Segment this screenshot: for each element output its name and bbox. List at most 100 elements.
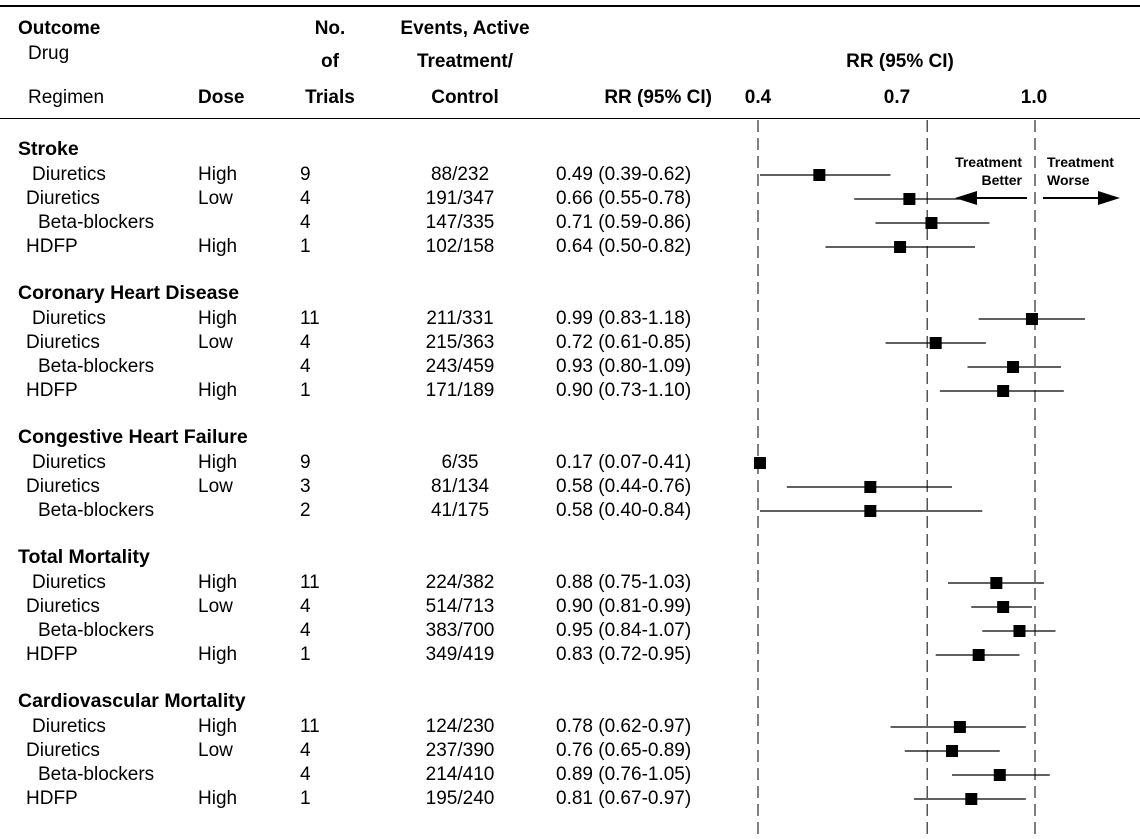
- row-drug: Diuretics: [26, 188, 100, 209]
- header-dose: Dose: [198, 87, 245, 108]
- row-trials: 1: [300, 236, 311, 257]
- row-rr-text: 0.17 (0.07-0.41): [556, 452, 692, 473]
- row-dose: High: [198, 308, 238, 329]
- row-drug: Diuretics: [32, 716, 106, 737]
- row-events: 88/232: [430, 164, 490, 185]
- point-estimate-marker: [894, 241, 907, 253]
- group-title: Cardiovascular Mortality: [18, 690, 246, 712]
- row-drug: Diuretics: [26, 740, 100, 761]
- point-estimate-marker: [1007, 361, 1020, 373]
- row-rr-text: 0.49 (0.39-0.62): [556, 164, 692, 185]
- row-drug: Beta-blockers: [38, 212, 155, 233]
- row-dose: Low: [198, 476, 233, 497]
- row-rr-text: 0.93 (0.80-1.09): [556, 356, 692, 377]
- row-events: 191/347: [425, 188, 495, 209]
- tick-label-1-0: 1.0: [1020, 87, 1048, 108]
- row-drug: Diuretics: [32, 164, 106, 185]
- group-title: Total Mortality: [18, 546, 150, 568]
- row-events: 211/331: [426, 308, 494, 329]
- group-title: Stroke: [18, 138, 79, 160]
- row-drug: Beta-blockers: [38, 620, 155, 641]
- row-events: 383/700: [425, 620, 495, 641]
- row-drug: HDFP: [26, 380, 78, 401]
- row-trials: 11: [300, 716, 320, 737]
- row-rr-text: 0.58 (0.44-0.76): [556, 476, 692, 497]
- row-dose: Low: [198, 188, 233, 209]
- row-dose: High: [198, 644, 238, 665]
- row-dose: Low: [198, 596, 233, 617]
- row-events: 6/35: [441, 452, 479, 473]
- header-rule: [0, 118, 1140, 119]
- direction-annotation: Treatment Better Treatment Worse: [955, 154, 1120, 205]
- row-dose: High: [198, 164, 238, 185]
- point-estimate-marker: [864, 481, 877, 493]
- row-trials: 1: [300, 788, 311, 809]
- header-no: No.: [314, 18, 346, 39]
- row-events: 243/459: [425, 356, 495, 377]
- group-title: Coronary Heart Disease: [18, 282, 240, 304]
- row-events: 102/158: [425, 236, 495, 257]
- row-trials: 4: [300, 188, 311, 209]
- point-estimate-marker: [754, 457, 766, 469]
- row-trials: 4: [300, 212, 311, 233]
- row-rr-text: 0.81 (0.67-0.97): [556, 788, 692, 809]
- row-trials: 1: [300, 644, 311, 665]
- row-dose: High: [198, 452, 238, 473]
- row-dose: High: [198, 572, 238, 593]
- better-label-line1: Treatment: [955, 154, 1022, 170]
- row-trials: 4: [300, 620, 311, 641]
- point-estimate-marker: [953, 721, 966, 733]
- row-trials: 11: [300, 308, 320, 329]
- row-trials: 11: [300, 572, 320, 593]
- row-rr-text: 0.90 (0.81-0.99): [556, 596, 692, 617]
- tick-label-0-7: 0.7: [883, 87, 911, 108]
- row-trials: 9: [300, 452, 311, 473]
- worse-label-line1: Treatment: [1047, 154, 1114, 170]
- better-label-line2: Better: [982, 172, 1023, 188]
- row-drug: HDFP: [26, 788, 78, 809]
- point-estimate-marker: [946, 745, 959, 757]
- row-events: 215/363: [425, 332, 495, 353]
- group-title: Congestive Heart Failure: [18, 426, 248, 448]
- point-estimate-marker: [929, 337, 942, 349]
- point-estimate-marker: [993, 769, 1006, 781]
- row-drug: Diuretics: [32, 308, 106, 329]
- row-drug: Diuretics: [26, 476, 100, 497]
- row-drug: Beta-blockers: [38, 356, 155, 377]
- tick-label-0-4: 0.4: [744, 87, 772, 108]
- row-events: 124/230: [425, 716, 495, 737]
- row-trials: 4: [300, 332, 311, 353]
- row-events: 147/335: [425, 212, 495, 233]
- row-events: 214/410: [425, 764, 495, 785]
- row-dose: High: [198, 236, 238, 257]
- better-arrow-head: [955, 191, 977, 205]
- row-drug: Diuretics: [32, 452, 106, 473]
- row-events: 41/175: [430, 500, 490, 521]
- point-estimate-marker: [1013, 625, 1026, 637]
- header-regimen: Regimen: [28, 87, 105, 108]
- row-rr-text: 0.90 (0.73-1.10): [556, 380, 692, 401]
- worse-arrow-head: [1098, 191, 1120, 205]
- worse-label-line2: Worse: [1047, 172, 1090, 188]
- point-estimate-marker: [925, 217, 938, 229]
- point-estimate-marker: [990, 577, 1003, 589]
- row-trials: 9: [300, 164, 311, 185]
- row-drug: HDFP: [26, 644, 78, 665]
- point-estimate-marker: [972, 649, 985, 661]
- row-rr-text: 0.78 (0.62-0.97): [556, 716, 692, 737]
- row-rr-text: 0.72 (0.61-0.85): [556, 332, 692, 353]
- row-rr-text: 0.95 (0.84-1.07): [556, 620, 692, 641]
- row-events: 224/382: [425, 572, 495, 593]
- row-events: 195/240: [425, 788, 495, 809]
- row-trials: 4: [300, 596, 311, 617]
- row-rr-text: 0.58 (0.40-0.84): [556, 500, 692, 521]
- row-dose: High: [198, 716, 238, 737]
- header-of: of: [321, 51, 339, 72]
- row-rr-text: 0.89 (0.76-1.05): [556, 764, 692, 785]
- row-rr-text: 0.76 (0.65-0.89): [556, 740, 692, 761]
- row-trials: 3: [300, 476, 311, 497]
- row-events: 171/189: [425, 380, 495, 401]
- point-estimate-marker: [903, 193, 916, 205]
- row-dose: High: [198, 788, 238, 809]
